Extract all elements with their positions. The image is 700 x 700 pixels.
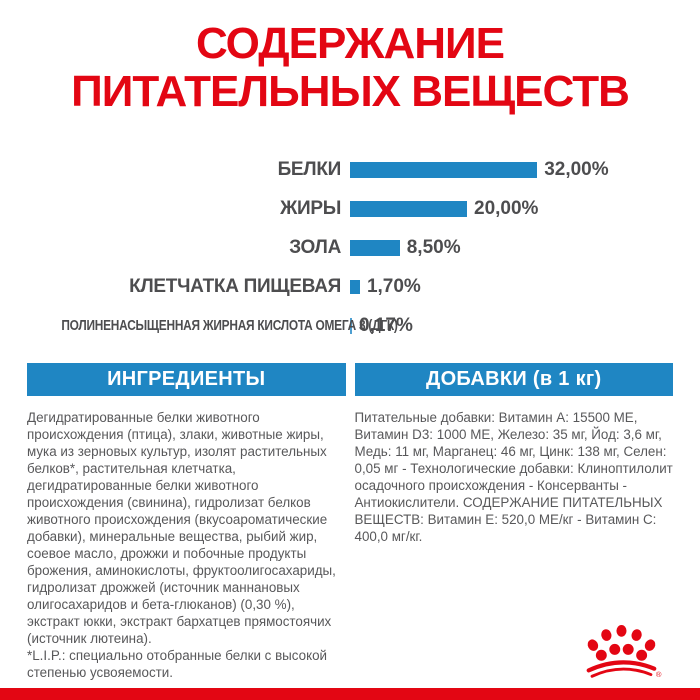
chart-row-proteins: БЕЛКИ 32,00% [0,150,700,189]
chart-category-label: КЛЕТЧАТКА ПИЩЕВАЯ [129,275,341,297]
chart-value-label: 0,17% [359,314,413,336]
chart-category-label: ЖИРЫ [280,197,341,219]
chart-value-label: 8,50% [406,236,461,258]
chart-bar [350,279,360,294]
bottom-red-strip [0,688,700,700]
additives-section: ДОБАВКИ (в 1 кг) Питательные добавки: Ви… [354,363,674,681]
chart-category-label: ЗОЛА [289,236,341,258]
royal-canin-crown-logo: ® [586,625,662,679]
additives-body: Питательные добавки: Витамин A: 15500 МЕ… [355,409,674,545]
chart-bar [350,200,467,217]
chart-category-label: ПОЛИНЕНАСЫЩЕННАЯ ЖИРНАЯ КИСЛОТА ОМЕГА 3 … [61,317,398,334]
chart-row-ash: ЗОЛА 8,50% [0,228,700,267]
additives-header: ДОБАВКИ (в 1 кг) [354,363,673,396]
registered-mark: ® [656,670,662,679]
ingredients-section: ИНГРЕДИЕНТЫ Дегидратированные белки живо… [27,363,346,681]
chart-row-fiber: КЛЕТЧАТКА ПИЩЕВАЯ 1,70% [0,267,700,306]
chart-row-omega3: ПОЛИНЕНАСЫЩЕННАЯ ЖИРНАЯ КИСЛОТА ОМЕГА 3 … [0,306,700,345]
chart-bar [350,317,352,334]
chart-value-label: 1,70% [366,275,421,297]
page-title: СОДЕРЖАНИЕ ПИТАТЕЛЬНЫХ ВЕЩЕСТВ [71,19,630,116]
ingredients-header: ИНГРЕДИЕНТЫ [27,363,346,396]
info-columns: ИНГРЕДИЕНТЫ Дегидратированные белки живо… [0,363,700,681]
chart-value-label: 20,00% [474,197,539,219]
lip-footnote: *L.I.P.: специально отобранные белки с в… [27,648,328,680]
ingredients-text: Дегидратированные белки животного происх… [27,410,336,646]
nutrient-bar-chart: БЕЛКИ 32,00% ЖИРЫ 20,00% ЗОЛА 8,50% КЛЕТ… [0,150,700,345]
chart-value-label: 32,00% [544,158,609,180]
chart-bar [350,161,538,178]
chart-row-fats: ЖИРЫ 20,00% [0,189,700,228]
additives-text: Питательные добавки: Витамин A: 15500 МЕ… [354,410,673,544]
chart-bar [350,239,400,256]
chart-category-label: БЕЛКИ [277,158,342,180]
ingredients-body: Дегидратированные белки животного происх… [27,409,346,681]
